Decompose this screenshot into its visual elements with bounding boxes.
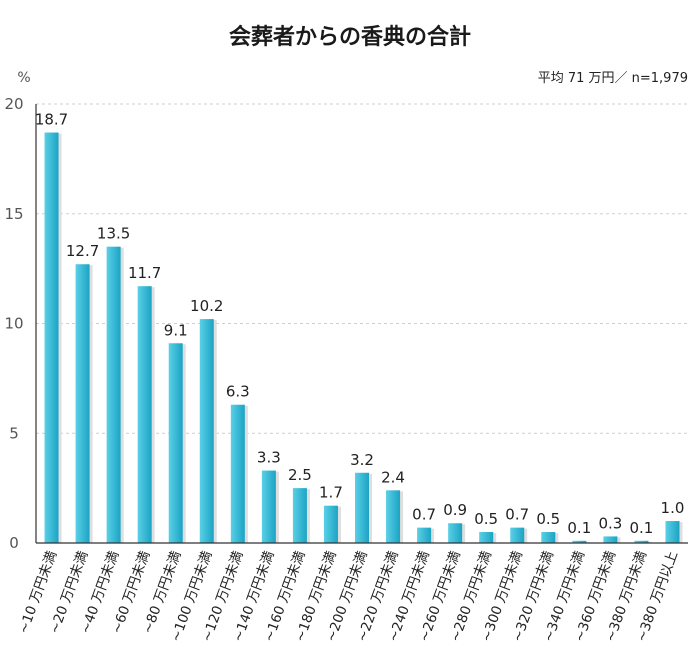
bar-value-label: 9.1 bbox=[164, 321, 188, 339]
y-tick-label: 5 bbox=[9, 424, 19, 442]
bar bbox=[106, 246, 121, 544]
bar bbox=[137, 286, 152, 543]
x-axis-ticks: ~10 万円未満~20 万円未満~40 万円未満~60 万円未満~80 万円未満… bbox=[16, 549, 682, 644]
chart-title: 会葬者からの香典の合計 bbox=[229, 24, 471, 50]
bar-value-label: 6.3 bbox=[226, 383, 250, 401]
bar-value-label: 0.9 bbox=[443, 501, 467, 519]
bar bbox=[292, 488, 307, 543]
y-tick-label: 20 bbox=[4, 95, 23, 113]
bar-value-label: 11.7 bbox=[128, 264, 161, 282]
bar-value-label: 13.5 bbox=[97, 225, 130, 243]
bar-value-label: 18.7 bbox=[35, 111, 68, 129]
bar-value-label: 0.5 bbox=[474, 510, 498, 528]
chart-note: 平均 71 万円／ n=1,979 bbox=[538, 71, 688, 86]
bar bbox=[572, 540, 587, 543]
bar-value-label: 0.7 bbox=[505, 506, 529, 524]
axes bbox=[35, 104, 688, 544]
bar-value-label: 12.7 bbox=[66, 242, 99, 260]
bar bbox=[510, 527, 525, 543]
bar-value-label: 1.0 bbox=[661, 499, 685, 517]
bar bbox=[665, 521, 680, 543]
bar-value-label: 3.3 bbox=[257, 449, 281, 467]
bar bbox=[44, 132, 59, 543]
bars bbox=[44, 132, 683, 544]
bar bbox=[355, 472, 369, 543]
bar-value-label: 2.4 bbox=[381, 468, 405, 486]
bar-value-label: 0.5 bbox=[536, 510, 560, 528]
bar bbox=[230, 404, 245, 543]
bar bbox=[261, 470, 276, 543]
y-axis-ticks: 0 5 10 15 20 bbox=[4, 95, 23, 552]
bar bbox=[75, 264, 90, 543]
bar bbox=[417, 527, 432, 543]
bar bbox=[199, 319, 214, 543]
bar-value-label: 0.1 bbox=[567, 519, 591, 537]
bar bbox=[634, 540, 649, 543]
y-tick-label: 0 bbox=[9, 534, 19, 552]
bar bbox=[479, 532, 494, 543]
y-tick-label: 10 bbox=[4, 315, 23, 333]
bar-value-label: 0.7 bbox=[412, 506, 436, 524]
bar-value-label: 1.7 bbox=[319, 484, 343, 502]
bar bbox=[168, 343, 183, 543]
value-labels: 18.7 12.713.5 11.7 9.110.2 6.3 3.3 2.5 1.7 3.2 2.… bbox=[35, 111, 685, 537]
bar-value-label: 0.1 bbox=[629, 519, 653, 537]
bar-value-label: 10.2 bbox=[190, 297, 223, 315]
y-axis-unit: % bbox=[17, 70, 30, 86]
bar bbox=[448, 523, 463, 543]
bar bbox=[386, 490, 401, 543]
bar bbox=[541, 532, 556, 543]
bar bbox=[603, 536, 618, 543]
bar-value-label: 2.5 bbox=[288, 466, 312, 484]
bar-value-label: 3.2 bbox=[350, 451, 374, 469]
bar bbox=[323, 505, 338, 543]
bar-value-label: 0.3 bbox=[598, 514, 622, 532]
y-tick-label: 15 bbox=[4, 205, 23, 223]
